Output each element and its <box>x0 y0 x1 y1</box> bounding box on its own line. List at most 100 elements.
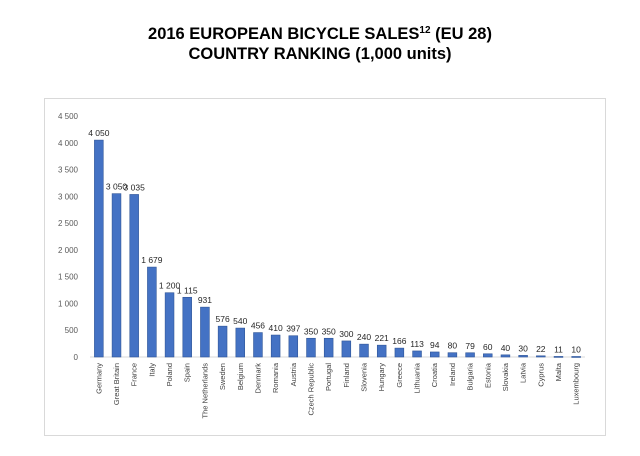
bar <box>518 355 528 358</box>
bar <box>182 296 192 358</box>
data-label: 350 <box>304 326 318 336</box>
y-tick-label: 500 <box>65 326 79 335</box>
data-label: 79 <box>465 341 475 351</box>
x-tick-label: Spain <box>183 363 192 382</box>
bar <box>341 340 352 358</box>
data-label: 4 050 <box>88 128 110 138</box>
bar <box>217 325 228 358</box>
x-tick-label: Latvia <box>519 362 528 383</box>
x-tick-label: Ireland <box>448 363 457 386</box>
data-label: 30 <box>518 343 528 353</box>
chart-title-line1: 2016 EUROPEAN BICYCLE SALES12 (EU 28) <box>0 24 640 44</box>
bar <box>129 194 139 358</box>
x-tick-label: Bulgaria <box>466 362 475 390</box>
x-tick-label: Lithuania <box>413 362 422 393</box>
y-tick-label: 0 <box>74 353 79 362</box>
bar <box>394 347 405 358</box>
x-tick-label: Italy <box>147 363 156 377</box>
x-tick-label: Cyprus <box>536 363 545 387</box>
data-label: 1 200 <box>159 281 181 291</box>
x-tick-label: Czech Republic <box>306 363 315 416</box>
x-tick-label: Slovenia <box>360 362 369 392</box>
x-tick-label: Malta <box>554 362 563 381</box>
data-label: 166 <box>392 336 406 346</box>
bar <box>94 139 104 358</box>
data-label: 300 <box>339 329 353 339</box>
x-tick-label: Luxembourg <box>572 363 581 405</box>
y-tick-label: 3 500 <box>58 166 79 175</box>
bar <box>430 351 440 358</box>
data-label: 576 <box>215 314 229 324</box>
x-tick-label: Romania <box>271 362 280 393</box>
x-tick-label: Austria <box>289 362 298 386</box>
data-label: 456 <box>251 321 265 331</box>
bar <box>536 355 546 358</box>
chart-frame <box>44 98 606 436</box>
data-label: 60 <box>483 342 493 352</box>
x-tick-label: Slovakia <box>501 362 510 391</box>
data-label: 10 <box>571 344 581 354</box>
bar <box>200 306 210 358</box>
bar <box>483 353 493 358</box>
bar <box>164 292 175 358</box>
x-tick-label: Portugal <box>324 363 333 391</box>
bar <box>235 327 245 358</box>
x-tick-label: Croatia <box>430 362 439 387</box>
bar <box>270 334 281 358</box>
data-label: 410 <box>269 323 283 333</box>
bar <box>306 337 316 358</box>
bar <box>288 335 299 358</box>
x-tick-label: Hungary <box>377 363 386 392</box>
bar <box>111 193 122 358</box>
data-label: 1 679 <box>141 255 163 265</box>
bar <box>253 332 263 358</box>
y-tick-label: 2 500 <box>58 219 79 228</box>
x-tick-label: France <box>130 363 139 386</box>
x-tick-label: Greece <box>395 363 404 388</box>
x-tick-label: Belgium <box>236 363 245 390</box>
chart-title-suffix: (EU 28) <box>430 25 492 43</box>
x-tick-label: Sweden <box>218 363 227 390</box>
data-label: 240 <box>357 332 371 342</box>
y-tick-label: 4 000 <box>58 139 79 148</box>
data-label: 221 <box>375 333 389 343</box>
data-label: 3 050 <box>106 182 128 192</box>
bar <box>447 352 458 358</box>
data-label: 1 115 <box>177 285 198 295</box>
y-tick-label: 1 500 <box>58 273 79 282</box>
data-label: 40 <box>501 343 511 353</box>
chart-title-line2: COUNTRY RANKING (1,000 units) <box>188 45 452 63</box>
y-tick-label: 3 000 <box>58 192 79 201</box>
x-tick-label: Denmark <box>253 363 262 394</box>
data-label: 113 <box>410 339 424 349</box>
data-label: 22 <box>536 344 546 354</box>
data-label: 11 <box>554 344 563 354</box>
x-tick-label: Estonia <box>483 362 492 388</box>
data-label: 80 <box>448 341 458 351</box>
bar <box>147 266 157 358</box>
data-label: 94 <box>430 340 440 350</box>
data-label: 350 <box>322 326 336 336</box>
x-tick-label: The Netherlands <box>200 363 209 419</box>
bar <box>571 356 581 358</box>
y-tick-label: 1 000 <box>58 299 79 308</box>
bar <box>500 354 511 358</box>
bar <box>323 337 334 358</box>
x-tick-label: Great Britain <box>112 363 121 405</box>
x-tick-label: Germany <box>94 363 103 394</box>
bar <box>465 352 475 358</box>
bar <box>412 350 422 358</box>
footnote-ref: 12 <box>419 25 431 36</box>
data-label: 931 <box>198 295 212 305</box>
y-tick-label: 4 500 <box>58 112 79 121</box>
bar <box>359 343 369 358</box>
bar <box>376 344 387 358</box>
x-tick-label: Poland <box>165 363 174 386</box>
data-label: 397 <box>286 324 300 334</box>
data-label: 540 <box>233 316 247 326</box>
x-tick-label: Finland <box>342 363 351 388</box>
bar <box>553 356 564 358</box>
chart-title-text: 2016 EUROPEAN BICYCLE SALES <box>148 25 420 43</box>
y-tick-label: 2 000 <box>58 246 79 255</box>
